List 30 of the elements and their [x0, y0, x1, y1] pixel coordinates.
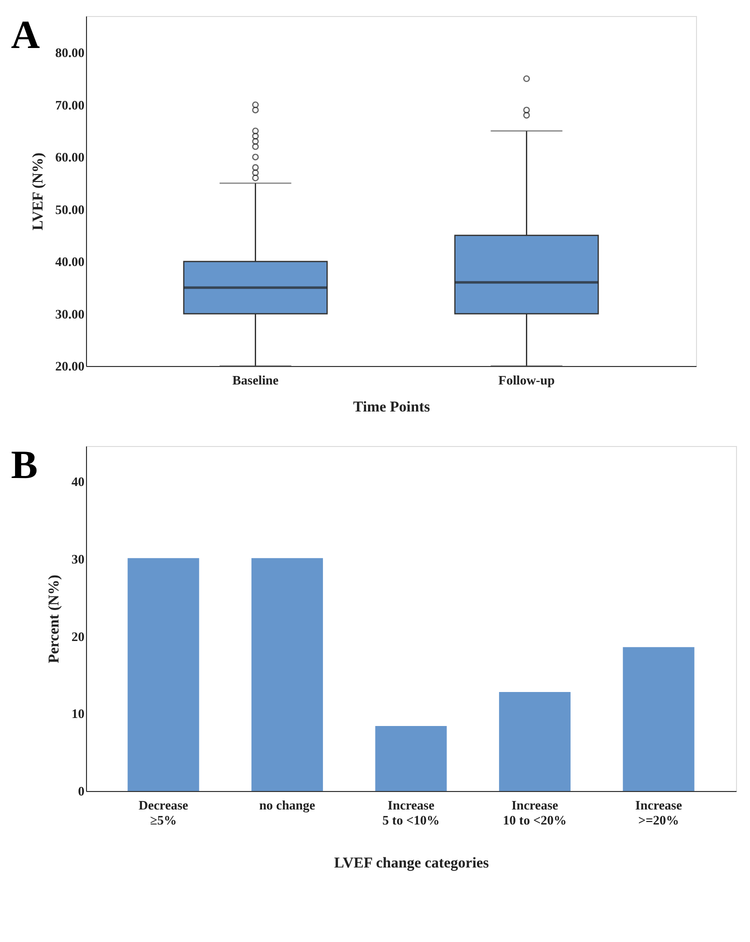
x-tick-label: Increase >=20%	[635, 798, 682, 828]
y-tick-label: 60.00	[55, 150, 84, 165]
y-tick-label: 20	[72, 628, 84, 644]
x-tick-label: Follow-up	[498, 372, 555, 388]
x-tick-label: Baseline	[232, 372, 279, 388]
bar	[499, 692, 571, 791]
chart-title: A	[11, 12, 40, 57]
x-tick-label: Increase 10 to <20%	[502, 798, 567, 828]
bar	[622, 647, 694, 791]
y-tick-label: 50.00	[55, 202, 84, 217]
chart-title: B	[11, 442, 38, 487]
y-tick-label: 70.00	[55, 97, 84, 112]
x-tick-label: Decrease ≥5%	[138, 798, 188, 828]
y-tick-label: 30	[72, 551, 84, 566]
x-axis-title: Time Points	[353, 400, 430, 416]
x-tick-label: Increase 5 to <10%	[382, 798, 440, 828]
y-tick-label: 10	[72, 706, 84, 722]
bar	[375, 726, 447, 791]
y-tick-label: 30.00	[55, 306, 84, 322]
y-tick-label: 0	[78, 784, 84, 798]
x-tick-label: no change	[259, 798, 316, 812]
y-tick-label: 80.00	[55, 45, 84, 60]
y-tick-label: 40	[72, 474, 84, 490]
bar	[251, 558, 323, 791]
y-axis-title: Percent (N%)	[46, 574, 62, 664]
bar	[128, 558, 200, 791]
y-tick-label: 40.00	[55, 254, 84, 270]
y-tick-label: 20.00	[55, 358, 84, 374]
y-axis-title: LVEF (N%)	[30, 152, 46, 230]
x-axis-title: LVEF change categories	[334, 856, 490, 872]
